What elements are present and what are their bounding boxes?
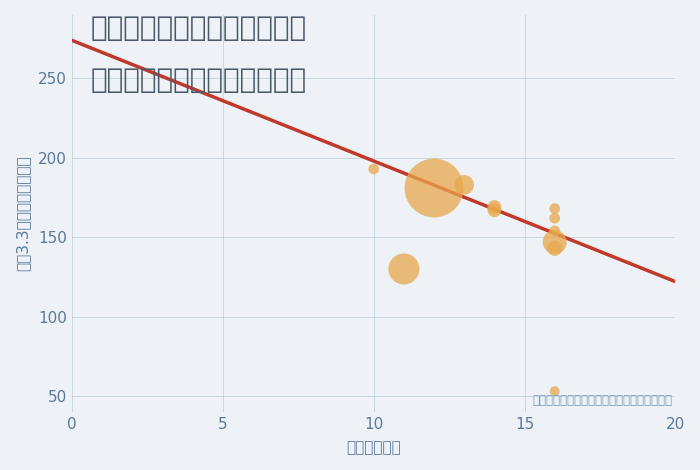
- Point: [549, 205, 560, 212]
- Point: [368, 165, 379, 172]
- Point: [428, 184, 440, 192]
- Point: [489, 204, 500, 211]
- Point: [549, 214, 560, 222]
- Y-axis label: 坪（3.3㎡）単価（万円）: 坪（3.3㎡）単価（万円）: [15, 156, 30, 271]
- Point: [458, 181, 470, 188]
- Point: [549, 227, 560, 235]
- Point: [549, 238, 560, 246]
- X-axis label: 駅距離（分）: 駅距離（分）: [346, 440, 401, 455]
- Text: 駅距離別中古マンション価格: 駅距離別中古マンション価格: [91, 66, 307, 94]
- Text: 円の大きさは、取引のあった物件面積を示す: 円の大きさは、取引のあった物件面積を示す: [533, 394, 673, 407]
- Point: [489, 206, 500, 214]
- Point: [549, 244, 560, 252]
- Text: 神奈川県横浜市中区本郷町の: 神奈川県横浜市中区本郷町の: [91, 14, 307, 42]
- Point: [549, 387, 560, 395]
- Point: [398, 265, 409, 273]
